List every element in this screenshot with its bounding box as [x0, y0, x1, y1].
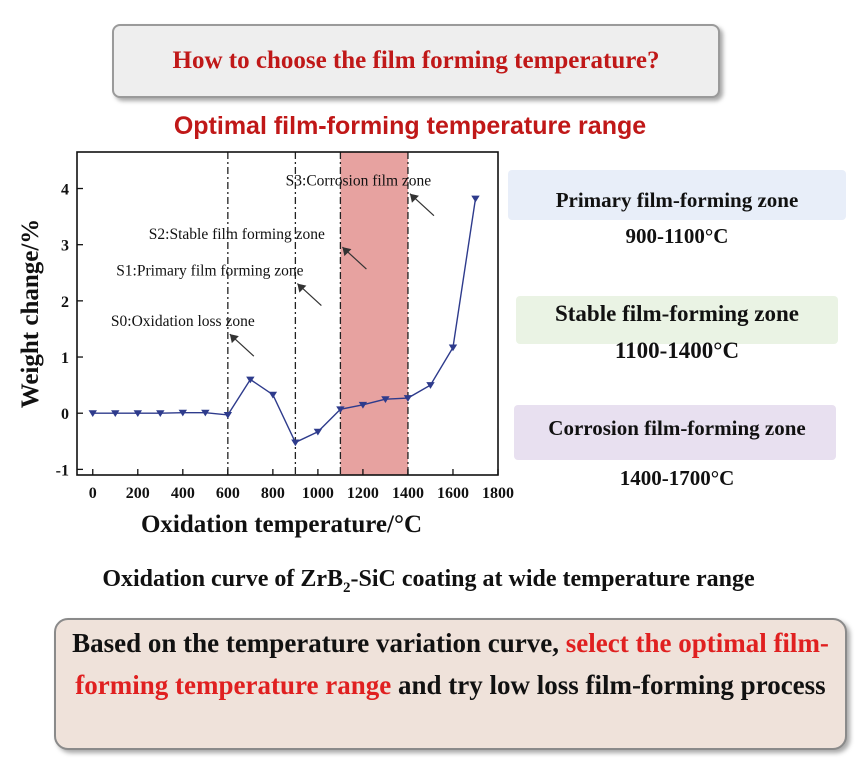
question-text: How to choose the film forming temperatu…: [172, 47, 660, 74]
annotation-label: S2:Stable film forming zone: [149, 226, 325, 243]
zone-name-corrosion: Corrosion film-forming zone: [548, 416, 806, 440]
annotation-arrowhead: [409, 193, 419, 203]
question-box: How to choose the film forming temperatu…: [112, 24, 720, 98]
data-point: [381, 396, 390, 403]
x-tick-label: 0: [89, 485, 97, 502]
zone-box-corrosion: [514, 405, 836, 460]
summary-part2: and try low loss film-forming process: [391, 670, 826, 700]
data-point: [426, 382, 435, 389]
x-tick-label: 1000: [302, 485, 334, 502]
data-point: [471, 195, 480, 203]
zone-name-primary: Primary film-forming zone: [555, 188, 799, 212]
summary-text: Based on the temperature variation curve…: [54, 622, 847, 706]
x-tick-label: 1400: [392, 485, 424, 502]
y-tick-label: 1: [61, 350, 69, 367]
y-axis-label: Weight change/%: [17, 219, 44, 409]
data-point: [313, 428, 323, 436]
caption-subscript: 2: [343, 579, 351, 596]
annotation-arrowhead: [297, 283, 307, 293]
data-point: [268, 391, 278, 399]
annotation-arrowhead: [342, 247, 352, 257]
data-point: [358, 401, 368, 409]
y-tick-label: 0: [61, 406, 69, 423]
y-tick-label: -1: [56, 462, 69, 479]
y-tick-label: 4: [61, 182, 69, 199]
x-tick-label: 200: [126, 485, 150, 502]
zone-range-primary: 900-1100°C: [625, 224, 729, 248]
highlight-band: [340, 152, 408, 475]
summary-part1: Based on the temperature variation curve…: [72, 628, 566, 658]
x-tick-label: 600: [216, 485, 240, 502]
zone-box-stable: [516, 296, 838, 344]
caption-after: -SiC coating at wide temperature range: [350, 566, 755, 592]
caption-before: Oxidation curve of ZrB: [102, 566, 343, 592]
zone-box-primary: [508, 170, 846, 220]
zone-range-stable: 1100-1400°C: [614, 338, 740, 363]
plot-frame: [76, 151, 499, 476]
oxidation-chart: 0 200 400 600 800 1000 1200 1400 1600 1800 -1 0 1 2 3 4…: [17, 151, 514, 538]
series-line: [92, 198, 477, 444]
annotation-label: S1:Primary film forming zone: [116, 263, 303, 280]
data-point: [291, 439, 300, 447]
y-tick-label: 3: [61, 238, 69, 255]
annotation-label: S3:Corrosion film zone: [286, 173, 432, 190]
data-point: [156, 410, 165, 417]
data-point: [223, 411, 233, 419]
optimal-range-title: Optimal film-forming temperature range: [173, 112, 647, 140]
x-axis-label: Oxidation temperature/°C: [141, 511, 422, 538]
data-point: [133, 410, 142, 417]
data-point: [111, 410, 120, 417]
x-tick-label: 1200: [347, 485, 379, 502]
x-tick-label: 400: [171, 485, 195, 502]
chart-caption: Oxidation curve of ZrB2-SiC coating at w…: [0, 566, 857, 597]
y-tick-label: 2: [61, 294, 69, 311]
zone-range-corrosion: 1400-1700°C: [619, 466, 735, 490]
x-tick-label: 1600: [437, 485, 469, 502]
summary-highlight: select the optimal film-forming temperat…: [75, 628, 829, 700]
data-point: [336, 406, 345, 414]
annotation-label: S0:Oxidation loss zone: [111, 313, 255, 330]
zone-name-stable: Stable film-forming zone: [554, 301, 799, 326]
data-point: [403, 395, 413, 402]
data-point: [246, 376, 255, 384]
annotation-arrowhead: [229, 334, 239, 344]
x-tick-label: 800: [261, 485, 285, 502]
data-point: [201, 409, 210, 417]
data-point: [448, 344, 458, 352]
data-point: [178, 409, 188, 417]
data-point: [88, 410, 97, 417]
summary-box: [54, 618, 847, 750]
x-tick-label: 1800: [482, 485, 514, 502]
